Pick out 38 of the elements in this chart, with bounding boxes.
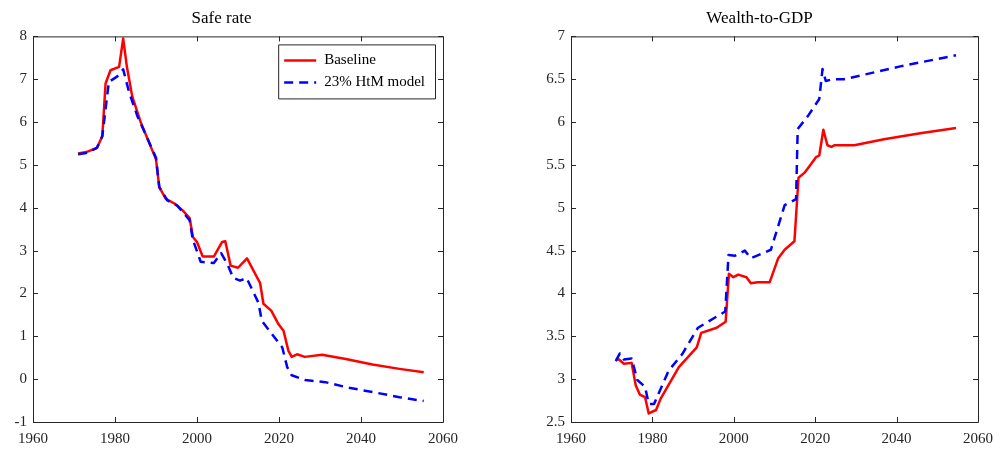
line-series: [76, 68, 425, 403]
x-tick-label: 2020: [264, 429, 294, 446]
legend-label: Baseline: [324, 51, 377, 68]
y-tick-label: 4.5: [546, 241, 565, 258]
x-tick-label: 1980: [100, 429, 130, 446]
y-tick-label: 0: [19, 370, 27, 387]
y-tick-label: 6: [19, 113, 28, 130]
y-tick-label: 6.5: [546, 70, 565, 87]
y-tick-label: 3: [19, 241, 27, 258]
line-series: [614, 54, 958, 406]
y-tick-label: 5: [557, 198, 565, 215]
y-tick-label: 5: [19, 155, 27, 172]
y-tick-label: 6: [557, 113, 566, 130]
y-tick-label: 7: [19, 70, 28, 87]
y-tick-label: 5.5: [546, 155, 565, 172]
y-tick-label: 1: [19, 327, 27, 344]
y-tick-label: 3.5: [546, 327, 565, 344]
x-tick-label: 2040: [881, 429, 912, 446]
y-tick-label: 8: [19, 27, 27, 44]
y-tick-label: 7: [557, 27, 566, 44]
y-tick-label: 2.5: [546, 412, 565, 429]
chart-title: Wealth-to-GDP: [706, 7, 813, 27]
x-tick-label: 1980: [637, 429, 668, 446]
y-tick-label: 4: [19, 198, 28, 215]
chart-title: Safe rate: [191, 7, 252, 27]
x-tick-label: 2020: [800, 429, 831, 446]
y-tick-label: 2: [19, 284, 27, 301]
x-tick-label: 1960: [556, 429, 586, 446]
x-tick-label: 2000: [718, 429, 749, 446]
y-tick-label: 3: [557, 370, 565, 387]
x-tick-label: 2060: [428, 429, 458, 446]
x-tick-label: 2040: [346, 429, 376, 446]
y-tick-label: 4: [557, 284, 566, 301]
y-tick-label: -1: [14, 412, 27, 429]
x-tick-label: 1960: [18, 429, 48, 446]
x-tick-label: 2060: [963, 429, 993, 446]
legend-label: 23% HtM model: [324, 73, 425, 90]
x-tick-label: 2000: [182, 429, 212, 446]
